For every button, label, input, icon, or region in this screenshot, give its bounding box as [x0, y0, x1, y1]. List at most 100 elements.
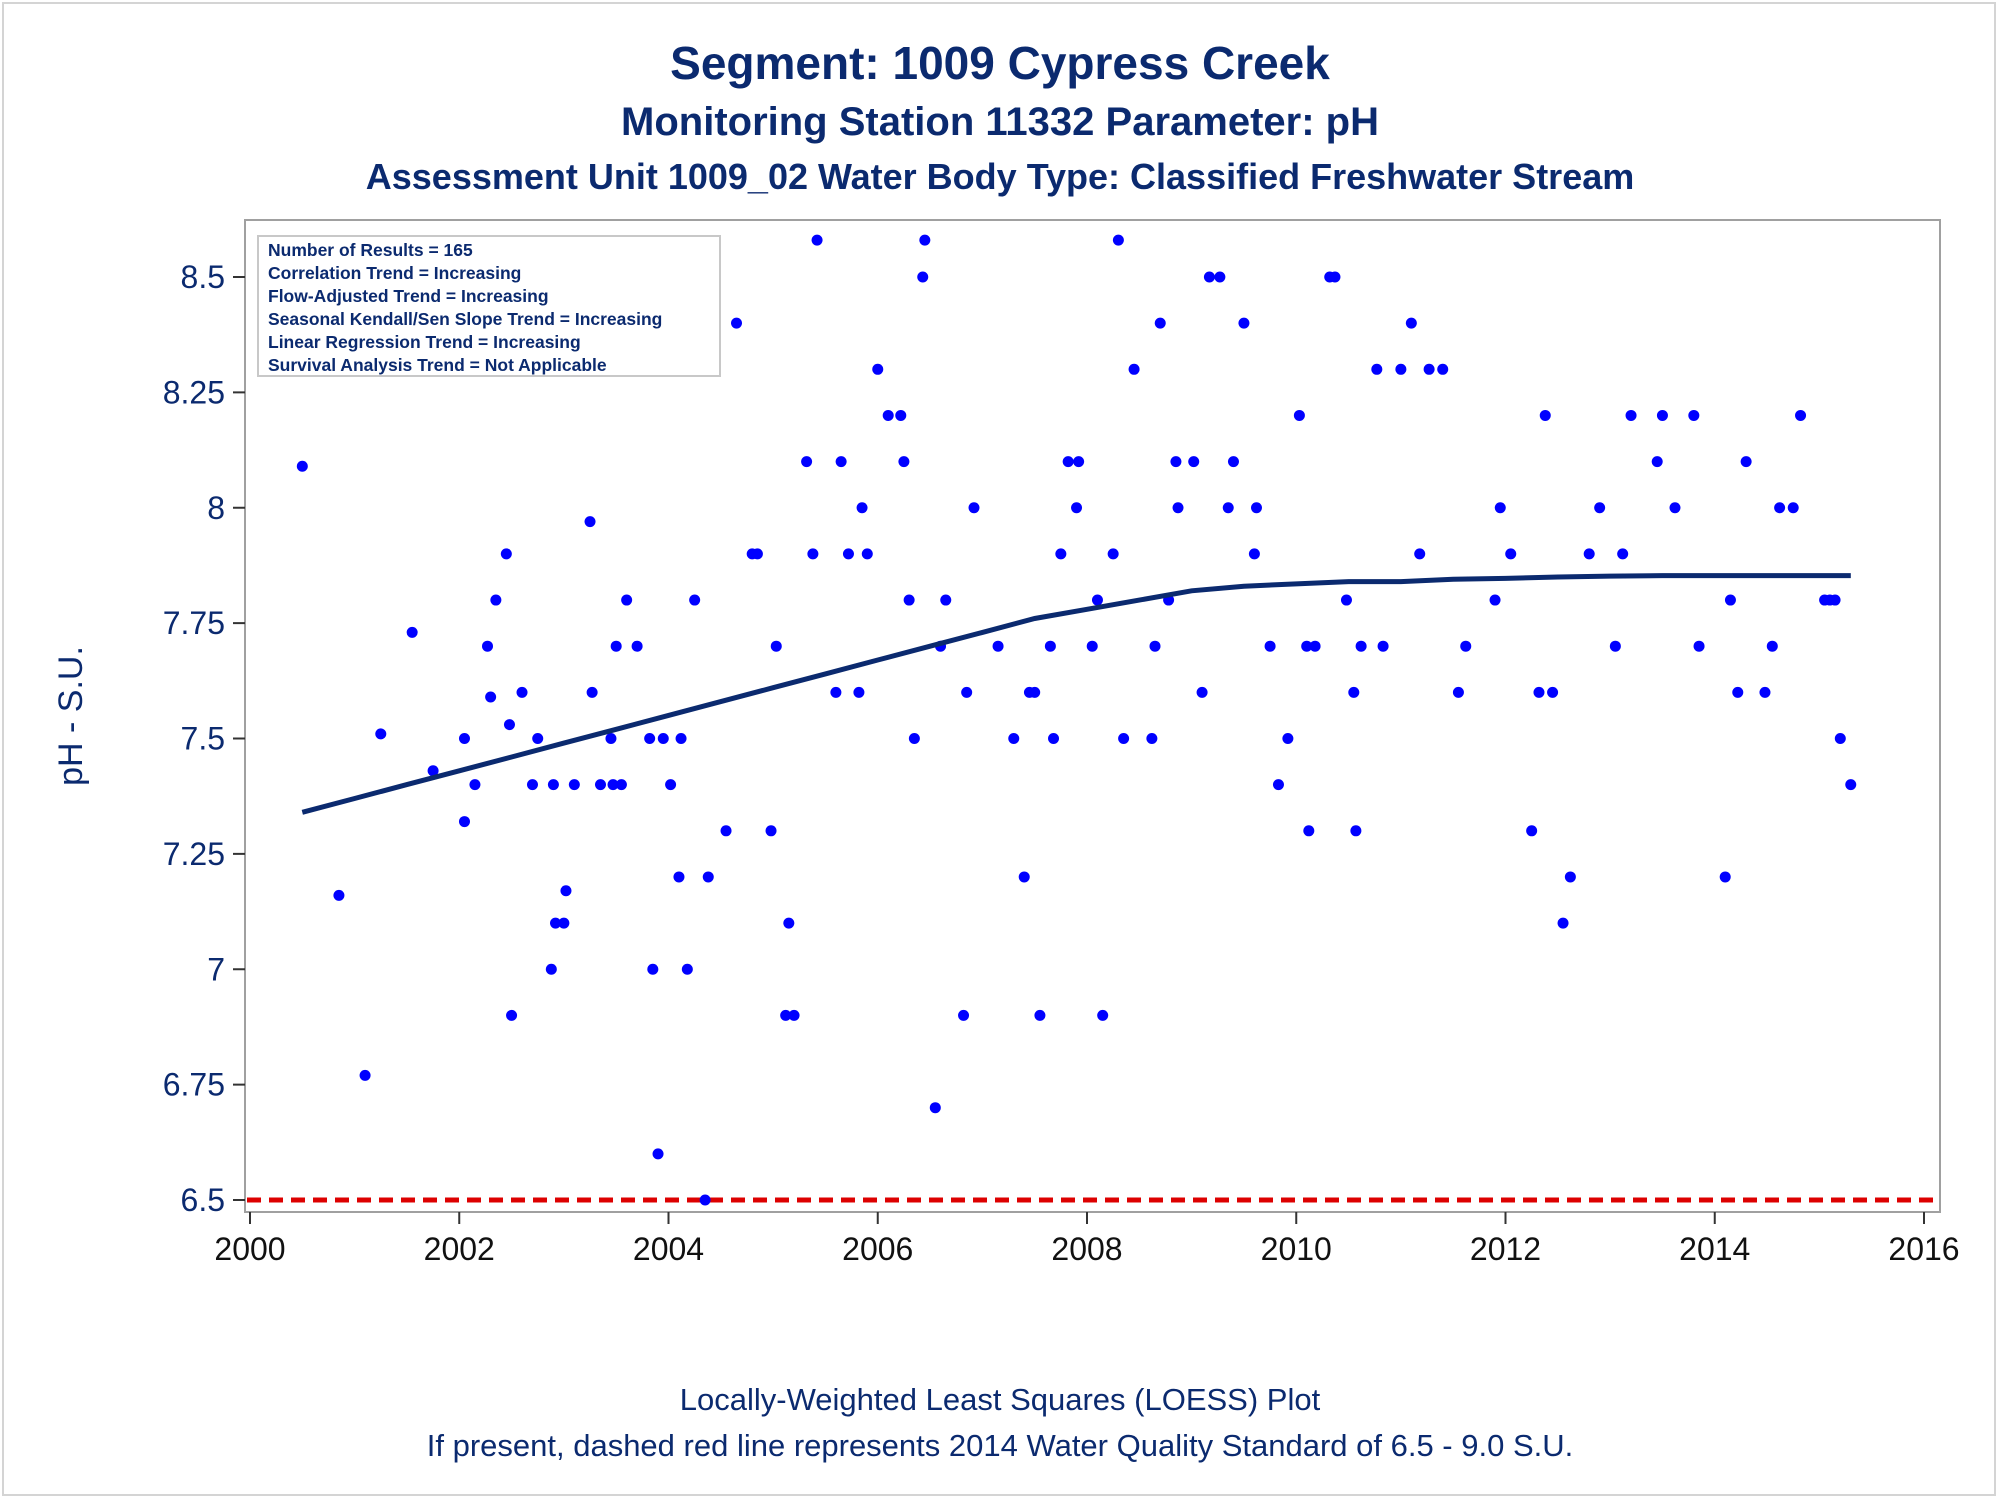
data-point — [1055, 548, 1067, 560]
data-point — [811, 234, 823, 246]
footer-line-2: If present, dashed red line represents 2… — [426, 1428, 1574, 1463]
data-point — [1834, 733, 1846, 744]
x-tick-label: 2010 — [1261, 1231, 1332, 1267]
data-point — [961, 686, 973, 698]
data-point — [1505, 548, 1517, 560]
data-point — [1146, 733, 1158, 744]
data-point — [689, 594, 701, 606]
y-tick-label: 6.75 — [163, 1067, 225, 1103]
stats-line: Correlation Trend = Increasing — [268, 263, 521, 283]
data-point — [1693, 640, 1705, 652]
footer-line-1: Locally-Weighted Least Squares (LOESS) P… — [679, 1382, 1321, 1417]
data-point — [652, 1148, 664, 1160]
data-point — [584, 516, 596, 528]
data-point — [903, 594, 915, 606]
data-point — [375, 728, 387, 740]
data-point — [1029, 686, 1041, 698]
data-point — [469, 779, 481, 791]
data-point — [856, 502, 868, 514]
data-point — [1272, 779, 1284, 791]
y-axis-label: pH - S.U. — [52, 646, 90, 786]
data-point — [594, 779, 606, 791]
data-point — [1062, 456, 1074, 468]
x-tick-label: 2004 — [633, 1231, 704, 1267]
data-point — [1203, 271, 1215, 283]
data-point — [1227, 456, 1239, 468]
data-point — [481, 640, 493, 652]
data-point — [1423, 363, 1435, 375]
data-point — [720, 825, 732, 837]
y-tick-label: 7 — [207, 951, 225, 987]
data-point — [929, 1102, 941, 1114]
data-point — [1547, 686, 1559, 698]
data-point — [586, 686, 598, 698]
data-point — [1617, 548, 1629, 560]
data-point — [458, 816, 470, 828]
data-point — [1489, 594, 1501, 606]
data-point — [1293, 409, 1305, 421]
data-point — [1264, 640, 1276, 652]
data-point — [1732, 686, 1744, 698]
plot-area — [244, 219, 1941, 1213]
x-axis: 2000 2002 2004 2006 2008 2010 2012 2014 2016 — [214, 1212, 1960, 1267]
data-point — [1309, 640, 1321, 652]
data-point — [1564, 871, 1576, 883]
loess-trend-line — [301, 573, 1851, 815]
data-point — [917, 271, 929, 283]
data-points — [296, 234, 1857, 1206]
data-point — [657, 733, 669, 744]
data-point — [550, 917, 562, 929]
data-point — [751, 548, 763, 560]
data-point — [458, 733, 470, 744]
data-point — [1149, 640, 1161, 652]
data-point — [1118, 733, 1130, 744]
stats-box-border — [257, 235, 721, 377]
data-point — [673, 871, 685, 883]
data-point — [898, 456, 910, 468]
stats-line: Survival Analysis Trend = Not Applicable — [268, 355, 607, 375]
data-point — [1340, 594, 1352, 606]
data-point — [770, 640, 782, 652]
data-point — [908, 733, 920, 744]
data-point — [1625, 409, 1637, 421]
data-point — [882, 409, 894, 421]
data-point — [1091, 594, 1103, 606]
y-tick-label: 8.5 — [181, 259, 225, 295]
x-tick-label: 2016 — [1888, 1231, 1959, 1267]
data-point — [1073, 456, 1085, 468]
stats-line: Seasonal Kendall/Sen Slope Trend = Incre… — [268, 309, 662, 329]
x-tick-label: 2014 — [1679, 1231, 1750, 1267]
chart-subtitle: Monitoring Station 11332 Parameter: pH — [621, 100, 1379, 144]
data-point — [1533, 686, 1545, 698]
data-point — [506, 1009, 518, 1021]
data-point — [406, 626, 418, 638]
data-point — [807, 548, 819, 560]
data-point — [1222, 502, 1234, 514]
data-point — [1829, 594, 1841, 606]
data-point — [1494, 502, 1506, 514]
data-point — [780, 1009, 792, 1021]
data-point — [1008, 733, 1020, 744]
data-point — [558, 917, 570, 929]
data-point — [675, 733, 687, 744]
data-point — [1651, 456, 1663, 468]
data-point — [992, 640, 1004, 652]
data-point — [1238, 317, 1250, 329]
data-point — [1724, 594, 1736, 606]
data-point — [1609, 640, 1621, 652]
data-point — [1048, 733, 1060, 744]
data-point — [1154, 317, 1166, 329]
data-point — [333, 889, 345, 901]
x-tick-label: 2008 — [1051, 1231, 1122, 1267]
y-tick-label: 7.75 — [163, 605, 225, 641]
data-point — [861, 548, 873, 560]
data-point — [842, 548, 854, 560]
data-point — [853, 686, 865, 698]
x-tick-label: 2012 — [1470, 1231, 1541, 1267]
data-point — [1188, 456, 1200, 468]
data-point — [545, 963, 557, 975]
data-point — [1437, 363, 1449, 375]
data-point — [665, 779, 677, 791]
data-point — [547, 779, 559, 791]
